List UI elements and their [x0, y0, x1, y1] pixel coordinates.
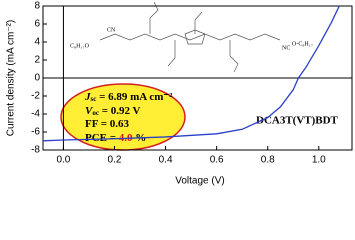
- x-tick-label: 0.6: [210, 155, 224, 166]
- molecule-right-group: O-C₈H₁₇: [292, 41, 313, 47]
- y-tick-label: 0: [34, 73, 40, 84]
- y-tick-label: 6: [34, 19, 40, 30]
- y-tick-label: -2: [31, 91, 40, 102]
- y-tick-label: -8: [31, 145, 40, 156]
- chart: C₈H₁₇O CN NC O-C₈H₁₇ DCA3T(VT)BDT Jsc = …: [6, 1, 353, 187]
- molecule-cn: CN: [107, 27, 116, 33]
- y-tick-label: 8: [34, 1, 40, 12]
- y-tick-label: 2: [34, 55, 40, 66]
- y-tick-label: -4: [31, 109, 40, 120]
- annotation: Jsc = 6.89 mA cm⁻²: [84, 91, 173, 103]
- x-tick-label: 1.0: [312, 155, 326, 166]
- x-tick-label: 0.0: [56, 155, 70, 166]
- molecule-nc: NC: [282, 45, 290, 51]
- x-tick-label: 0.2: [108, 155, 122, 166]
- molecule-left-group: C₈H₁₇O: [70, 43, 90, 49]
- molecule-name: DCA3T(VT)BDT: [256, 115, 339, 127]
- y-tick-label: -6: [31, 127, 40, 138]
- x-tick-label: 0.4: [159, 155, 173, 166]
- annotation: FF = 0.63: [85, 118, 130, 130]
- x-axis-label: Voltage (V): [175, 176, 224, 187]
- y-tick-label: 4: [34, 37, 40, 48]
- molecule-sketch: [99, 1, 281, 73]
- jv-curve: [42, 5, 340, 142]
- annotation: Voc = 0.92 V: [85, 105, 141, 117]
- y-axis-label: Current density (mA cm⁻²): [6, 20, 17, 136]
- x-tick-label: 0.8: [261, 155, 275, 166]
